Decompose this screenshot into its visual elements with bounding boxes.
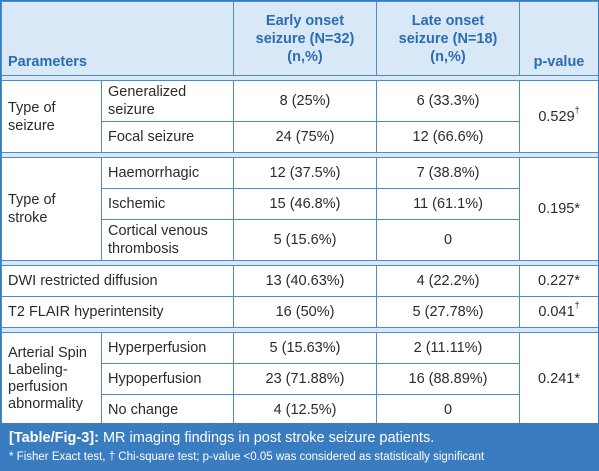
sub-label: Hyperperfusion	[101, 332, 234, 364]
sub-label: Cortical venous thrombosis	[101, 219, 234, 261]
header-row: Parameters Early onset seizure (N=32) (n…	[1, 1, 598, 76]
early-value: 23 (71.88%)	[233, 363, 377, 395]
table-row: Type of stroke Haemorrhagic 12 (37.5%) 7…	[1, 157, 598, 261]
early-value: 5 (15.63%)	[233, 332, 377, 364]
header-late-onset: Late onset seizure (N=18) (n,%)	[376, 1, 520, 76]
p-value-type-of-seizure: 0.529†	[519, 80, 598, 153]
p-value-number: 0.529	[538, 108, 575, 125]
table-row: DWI restricted diffusion 13 (40.63%) 4 (…	[1, 265, 598, 297]
sub-label: Haemorrhagic	[101, 157, 234, 189]
p-value-mark: †	[574, 300, 580, 311]
late-value: 6 (33.3%)	[376, 80, 520, 122]
header-early-onset: Early onset seizure (N=32) (n,%)	[233, 1, 377, 76]
early-value: 15 (46.8%)	[233, 188, 377, 220]
early-value: 16 (50%)	[233, 296, 377, 328]
caption-bar: [Table/Fig-3]: MR imaging findings in po…	[1, 423, 598, 470]
sub-label: No change	[101, 394, 234, 426]
caption-title: [Table/Fig-3]: MR imaging findings in po…	[9, 430, 434, 446]
sub-label: Ischemic	[101, 188, 234, 220]
late-value: 4 (22.2%)	[376, 265, 520, 297]
late-value: 16 (88.89%)	[376, 363, 520, 395]
early-value: 13 (40.63%)	[233, 265, 377, 297]
late-value: 12 (66.6%)	[376, 121, 520, 153]
early-value: 12 (37.5%)	[233, 157, 377, 189]
sub-label: Focal seizure	[101, 121, 234, 153]
table-row: Arterial Spin Labeling- perfusion abnorm…	[1, 332, 598, 426]
p-value-type-of-stroke: 0.195*	[519, 157, 598, 261]
table-row: Type of seizure Generalized seizure 8 (2…	[1, 80, 598, 153]
table-row: T2 FLAIR hyperintensity 16 (50%) 5 (27.7…	[1, 296, 598, 328]
results-table: Parameters Early onset seizure (N=32) (n…	[1, 1, 599, 426]
header-parameters: Parameters	[1, 1, 234, 76]
late-value: 0	[376, 219, 520, 261]
early-value: 5 (15.6%)	[233, 219, 377, 261]
p-value-dwi: 0.227*	[519, 265, 598, 297]
late-value: 5 (27.78%)	[376, 296, 520, 328]
late-value: 2 (11.11%)	[376, 332, 520, 364]
sub-label: Generalized seizure	[101, 80, 234, 122]
early-value: 8 (25%)	[233, 80, 377, 122]
sub-label: Hypoperfusion	[101, 363, 234, 395]
caption-text: MR imaging findings in post stroke seizu…	[98, 430, 435, 446]
label-t2: T2 FLAIR hyperintensity	[1, 296, 234, 328]
group-label-asl: Arterial Spin Labeling- perfusion abnorm…	[1, 332, 102, 426]
label-dwi: DWI restricted diffusion	[1, 265, 234, 297]
table-row: Focal seizure 24 (75%) 12 (66.6%)	[2, 121, 599, 153]
late-value: 11 (61.1%)	[376, 188, 520, 220]
late-value: 0	[376, 394, 520, 426]
early-value: 24 (75%)	[233, 121, 377, 153]
early-value: 4 (12.5%)	[233, 394, 377, 426]
caption-tag: [Table/Fig-3]:	[9, 430, 99, 446]
late-value: 7 (38.8%)	[376, 157, 520, 189]
p-value-asl: 0.241*	[519, 332, 598, 426]
header-p-value: p-value	[519, 1, 598, 76]
caption-footnote: * Fisher Exact test, † Chi-square test; …	[9, 451, 485, 463]
group-label-type-of-seizure: Type of seizure	[1, 80, 102, 153]
group-label-type-of-stroke: Type of stroke	[1, 157, 102, 261]
p-value-t2: 0.041†	[519, 296, 598, 328]
p-value-number: 0.041	[538, 304, 575, 320]
p-value-mark: †	[574, 104, 580, 115]
